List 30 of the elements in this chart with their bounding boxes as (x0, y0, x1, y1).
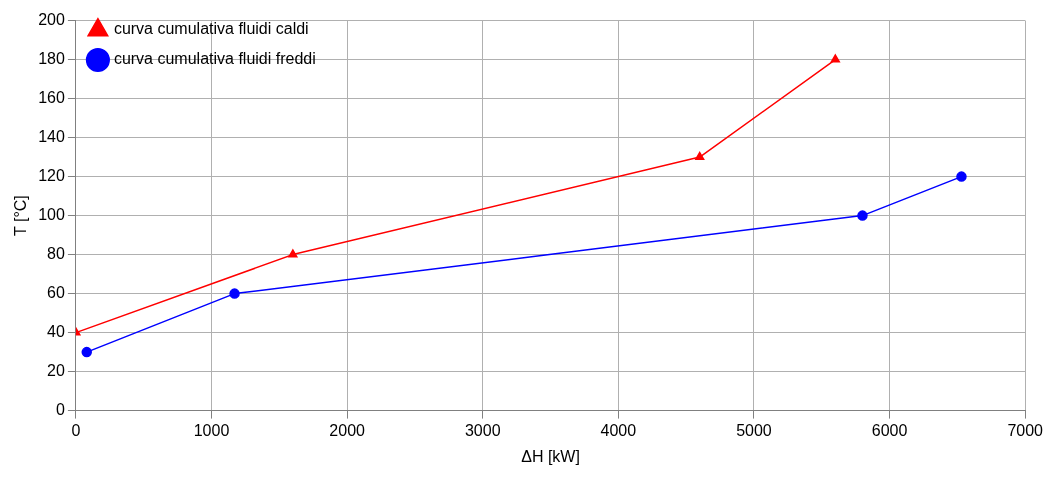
y-tick-label: 120 (38, 167, 65, 185)
y-tick-label: 20 (47, 362, 65, 380)
y-tick-label: 160 (38, 89, 65, 107)
y-tick-label: 180 (38, 50, 65, 68)
point (81, 346, 92, 358)
x-tick-label: 0 (71, 421, 81, 439)
y-tick-label: 140 (38, 128, 65, 146)
y-tick-label: 0 (55, 401, 65, 419)
point (695, 151, 705, 161)
x-tick-label: 1000 (193, 421, 230, 439)
y-tick-label: 200 (38, 11, 65, 29)
x-axis-title: ΔH [kW] (521, 447, 580, 465)
y-tick-label: 80 (47, 245, 65, 263)
point (830, 54, 840, 63)
y-tick-label: 100 (38, 206, 65, 224)
y-tick-label: 60 (47, 284, 65, 302)
x-tick-label: 7000 (1007, 421, 1044, 439)
x-tick-label: 6000 (871, 421, 908, 439)
point (288, 249, 298, 258)
x-tick-label: 3000 (464, 421, 501, 439)
legend-label: curva cumulativa fluidi caldi (113, 20, 309, 38)
y-tick-label: 40 (47, 323, 65, 341)
x-tick-label: 4000 (600, 421, 637, 439)
x-tick-label: 2000 (329, 421, 366, 439)
legend-label: curva cumulativa fluidi freddi (113, 50, 316, 68)
point (857, 210, 868, 221)
x-tick-label: 5000 (736, 421, 772, 439)
point (229, 288, 240, 299)
point (956, 171, 967, 182)
y-axis-title: T [°C] (12, 195, 30, 236)
